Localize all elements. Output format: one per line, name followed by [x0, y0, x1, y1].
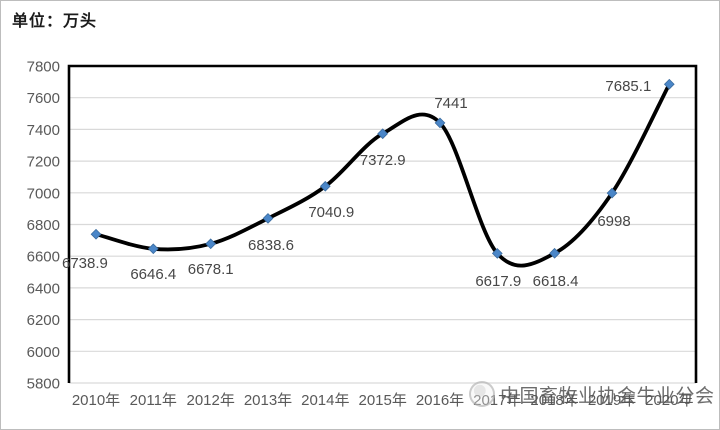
data-label: 7685.1	[605, 78, 651, 95]
x-axis-tick-label: 2014年	[301, 392, 349, 409]
data-point-marker	[377, 128, 389, 140]
data-point-marker	[147, 243, 159, 255]
data-point-marker	[663, 78, 675, 90]
x-axis-tick-label: 2012年	[187, 392, 235, 409]
data-point-marker	[549, 247, 560, 259]
data-label: 6738.9	[62, 255, 108, 272]
y-axis-tick-label: 6000	[27, 344, 60, 361]
y-axis-tick-label: 5800	[27, 376, 60, 393]
y-axis-tick-label: 7400	[27, 122, 60, 139]
data-label: 6617.9	[475, 273, 521, 290]
x-axis-tick-label: 2019年	[588, 392, 636, 409]
x-axis-tick-label: 2020年	[645, 392, 693, 409]
x-axis-tick-label: 2016年	[416, 392, 464, 409]
data-label: 6618.4	[533, 273, 579, 290]
data-label: 7040.9	[308, 204, 354, 221]
data-label: 7372.9	[360, 152, 406, 169]
x-axis-tick-label: 2015年	[359, 392, 407, 409]
y-axis-tick-label: 7600	[27, 90, 60, 107]
data-point-marker	[434, 117, 446, 129]
y-axis-tick-label: 7800	[27, 59, 60, 76]
x-axis-tick-label: 2010年	[72, 392, 120, 409]
data-label: 6838.6	[248, 237, 294, 254]
y-axis-tick-label: 6200	[27, 312, 60, 329]
x-axis-tick-label: 2011年	[130, 392, 177, 409]
plot-border	[67, 64, 698, 383]
data-point-marker	[606, 187, 618, 199]
data-point-marker	[205, 238, 217, 250]
y-axis-tick-label: 7200	[27, 154, 60, 171]
data-point-marker	[262, 213, 274, 224]
unit-label: 单位：万头	[12, 13, 98, 30]
y-axis-tick-label: 6800	[27, 217, 60, 234]
data-label: 6998	[597, 213, 630, 230]
data-point-marker	[491, 248, 503, 259]
y-axis-tick-label: 6400	[27, 280, 60, 297]
x-axis-tick-label: 2017年	[473, 392, 521, 409]
x-axis-tick-label: 2018年	[530, 392, 578, 409]
y-axis-tick-label: 6600	[27, 249, 60, 266]
data-line	[94, 82, 672, 268]
data-point-marker	[319, 180, 331, 192]
y-axis-tick-label: 7000	[27, 185, 60, 202]
data-label: 7441	[434, 95, 467, 112]
x-axis-tick-label: 2013年	[244, 392, 292, 409]
data-point-marker	[90, 228, 102, 240]
data-label: 6678.1	[188, 261, 234, 278]
data-label: 6646.4	[130, 266, 176, 283]
